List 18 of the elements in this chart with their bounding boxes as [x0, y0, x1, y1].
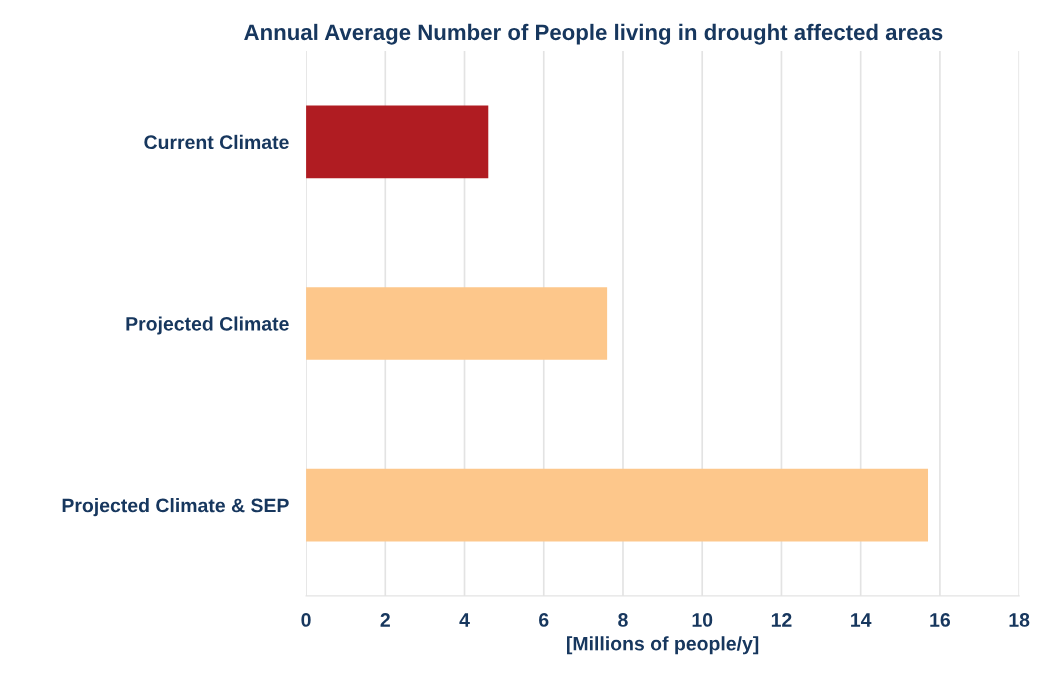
bar [306, 468, 929, 542]
x-tick-label: 6 [539, 613, 549, 627]
chart-title: Annual Average Number of People living in drought affected areas [244, 23, 943, 45]
x-tick-label: 8 [618, 613, 628, 627]
x-tick-label: 18 [1009, 613, 1030, 627]
x-axis-title: [Millions of people/y] [567, 636, 759, 655]
y-tick-label: Current Climate [144, 134, 289, 150]
bar [306, 105, 489, 179]
y-tick-label: Projected Climate & SEP [62, 498, 289, 517]
x-tick-label: 2 [380, 613, 390, 627]
x-tick-label: 4 [459, 613, 470, 627]
x-tick-label: 16 [930, 613, 951, 627]
x-tick-label: 14 [851, 613, 872, 627]
x-tick-label: 12 [771, 613, 792, 627]
x-tick-label: 10 [692, 613, 713, 627]
bar [306, 287, 608, 360]
y-tick-label: Projected Climate [126, 316, 289, 335]
x-tick-label: 0 [301, 613, 311, 627]
